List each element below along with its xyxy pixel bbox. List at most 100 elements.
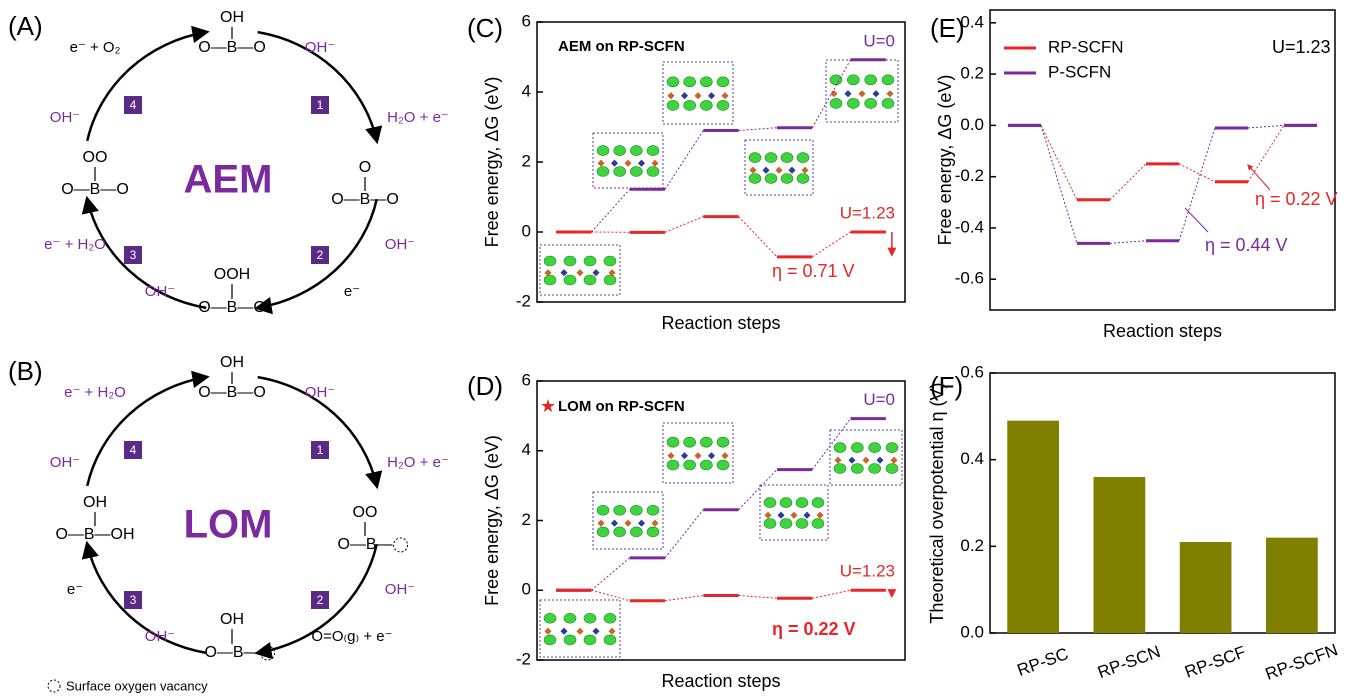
atom: [564, 635, 576, 645]
vacancy: [394, 538, 408, 552]
y-axis-label: Free energy, ΔG (eV): [482, 435, 502, 606]
structure-inset: [593, 492, 663, 549]
x-tick-label: RP-SC: [1015, 644, 1071, 680]
atom: [851, 443, 863, 453]
species-label: e⁻ + H₂O: [44, 236, 106, 253]
series-label: U=0: [863, 31, 895, 50]
atom: [886, 443, 898, 453]
structure-base: O—B—O: [198, 299, 266, 316]
species-label: e⁻: [344, 283, 360, 300]
connector: [1110, 164, 1146, 200]
species-label: OH⁻: [50, 454, 80, 471]
atom: [797, 174, 809, 184]
atom: [614, 146, 626, 156]
atom: [630, 505, 642, 515]
species-label: H₂O + e⁻: [387, 454, 449, 471]
eta-arrow: [1185, 208, 1208, 232]
connector: [1248, 125, 1284, 128]
atom: [684, 437, 696, 447]
atom: [781, 174, 793, 184]
atom: [544, 275, 556, 285]
connector: [739, 128, 777, 131]
y-tick-label: 0: [522, 221, 531, 240]
atom: [847, 98, 859, 108]
connector: [812, 590, 850, 598]
atom: [604, 635, 616, 645]
species-label: OH⁻: [305, 39, 335, 56]
atom: [797, 153, 809, 163]
atom: [764, 519, 776, 529]
structure-inset: [826, 60, 898, 122]
panel-label: (A): [8, 11, 43, 41]
atom: [796, 519, 808, 529]
atom: [604, 613, 616, 623]
structure-base: O—B—O: [61, 181, 129, 198]
atom: [647, 167, 659, 177]
atom: [869, 464, 881, 474]
x-tick-label: RP-SCN: [1095, 642, 1163, 682]
atom: [630, 167, 642, 177]
connector: [591, 558, 629, 590]
atom: [830, 75, 842, 85]
atom: [834, 464, 846, 474]
atom: [700, 77, 712, 87]
structure-inset: [745, 140, 813, 195]
structure-base: O—B—O: [198, 384, 266, 401]
atom: [882, 75, 894, 85]
connector: [665, 217, 703, 233]
connector: [1179, 164, 1215, 182]
y-tick-label: -2: [516, 649, 531, 668]
atom: [667, 437, 679, 447]
atom: [647, 527, 659, 537]
atom: [717, 460, 729, 470]
structure-top: OO: [353, 504, 378, 521]
y-tick-label: -0.2: [955, 166, 984, 185]
atom: [564, 275, 576, 285]
atom: [597, 505, 609, 515]
connector: [665, 595, 703, 600]
atom: [667, 100, 679, 110]
atom: [604, 275, 616, 285]
series-label: U=1.23: [840, 562, 895, 581]
step-number: 3: [130, 593, 137, 607]
structure-top: OH: [220, 9, 244, 26]
bar: [1266, 538, 1318, 633]
atom: [700, 100, 712, 110]
series-label: U=0: [863, 390, 895, 409]
star: ★: [540, 396, 556, 416]
structure-inset: [663, 423, 733, 483]
structure-top: OOH: [214, 266, 250, 283]
connector: [1041, 125, 1077, 243]
y-tick-label: 0.4: [960, 449, 984, 468]
mechanism-label: LOM: [184, 503, 273, 547]
atom: [544, 256, 556, 266]
species-label: e⁻ + H₂O: [64, 384, 126, 401]
structure-top: OO: [83, 149, 108, 166]
annotation: η = 0.22 V: [772, 619, 856, 639]
y-axis-label: Free energy, ΔG (eV): [482, 77, 502, 248]
y-tick-label: 2: [522, 510, 531, 529]
structure-base: O—B—: [204, 644, 259, 661]
step-number: 1: [317, 98, 324, 112]
species-label: OH⁻: [145, 283, 175, 300]
atom: [812, 498, 824, 508]
atom: [564, 613, 576, 623]
atom: [865, 75, 877, 85]
atom: [780, 498, 792, 508]
connector: [739, 595, 777, 598]
atom: [647, 505, 659, 515]
atom: [614, 505, 626, 515]
atom: [869, 443, 881, 453]
species-label: OH⁻: [385, 236, 415, 253]
atom: [667, 77, 679, 87]
y-axis-label: Theoretical overpotential η (V): [927, 382, 947, 623]
species-label: O=O₍g₎ + e⁻: [311, 628, 392, 645]
structure-base: O—B—: [337, 536, 392, 553]
y-tick-label: 2: [522, 151, 531, 170]
annotation: η = 0.22 V: [1255, 189, 1338, 209]
connector: [665, 131, 703, 190]
atom: [630, 146, 642, 156]
y-axis-label: Free energy, ΔG (eV): [935, 75, 955, 246]
y-tick-label: 0.0: [960, 622, 984, 641]
x-axis-label: Reaction steps: [1103, 321, 1222, 341]
